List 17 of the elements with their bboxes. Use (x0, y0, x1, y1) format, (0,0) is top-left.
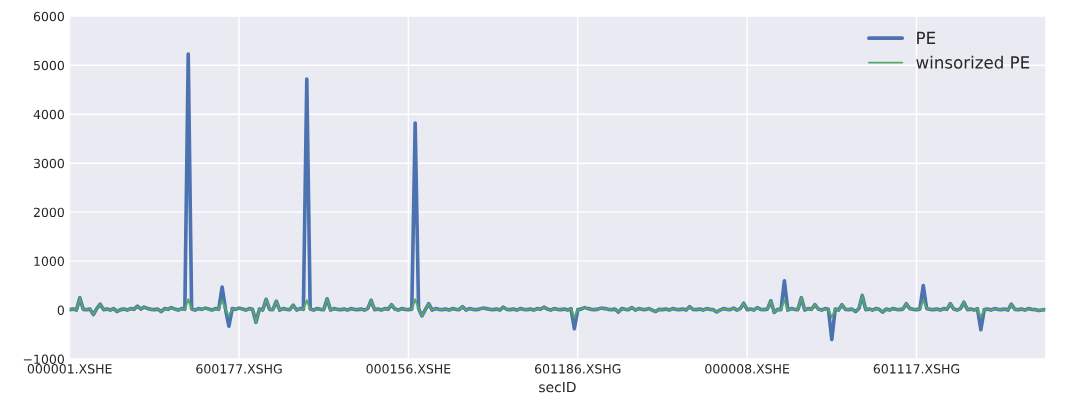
legend-label: winsorized PE (916, 55, 1030, 69)
y-tick-label: 0 (57, 305, 64, 316)
y-tick-label: 2000 (33, 207, 64, 218)
x-tick-label: 000001.XSHE (27, 364, 112, 374)
x-tick-label: 600177.XSHG (196, 364, 282, 374)
x-tick-label: 601117.XSHG (873, 364, 960, 374)
y-tick-label: 6000 (33, 11, 64, 22)
y-tick-label: 5000 (33, 60, 64, 71)
x-axis-title: secID (539, 381, 576, 393)
x-tick-label: 000008.XSHE (705, 364, 790, 374)
y-tick-label: 3000 (33, 158, 64, 169)
y-tick-label: 4000 (33, 109, 64, 120)
y-tick-label: −1000 (23, 354, 64, 364)
legend-label: PE (917, 31, 936, 44)
x-tick-label: 601186.XSHG (535, 364, 621, 374)
y-tick-label: 1000 (34, 256, 64, 267)
x-tick-label: 000156.XSHE (366, 364, 451, 374)
